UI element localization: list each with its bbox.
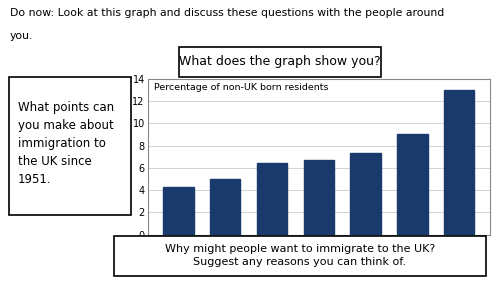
Bar	[210, 179, 240, 235]
Bar	[163, 187, 194, 235]
FancyBboxPatch shape	[179, 47, 381, 77]
Text: Percentage of non-UK born residents: Percentage of non-UK born residents	[154, 83, 329, 92]
Text: What points can
you make about
immigration to
the UK since
1951.: What points can you make about immigrati…	[18, 101, 114, 186]
Text: Do now: Look at this graph and discuss these questions with the people around: Do now: Look at this graph and discuss t…	[10, 8, 444, 19]
FancyBboxPatch shape	[114, 236, 486, 277]
Bar	[444, 90, 474, 235]
FancyBboxPatch shape	[9, 78, 131, 215]
Bar	[397, 134, 428, 235]
Text: you.: you.	[10, 31, 34, 41]
Bar	[350, 153, 381, 235]
Text: Why might people want to immigrate to the UK?
Suggest any reasons you can think : Why might people want to immigrate to th…	[165, 244, 435, 267]
Bar	[304, 160, 334, 235]
Text: What does the graph show you?: What does the graph show you?	[179, 55, 381, 68]
Bar	[256, 163, 287, 235]
